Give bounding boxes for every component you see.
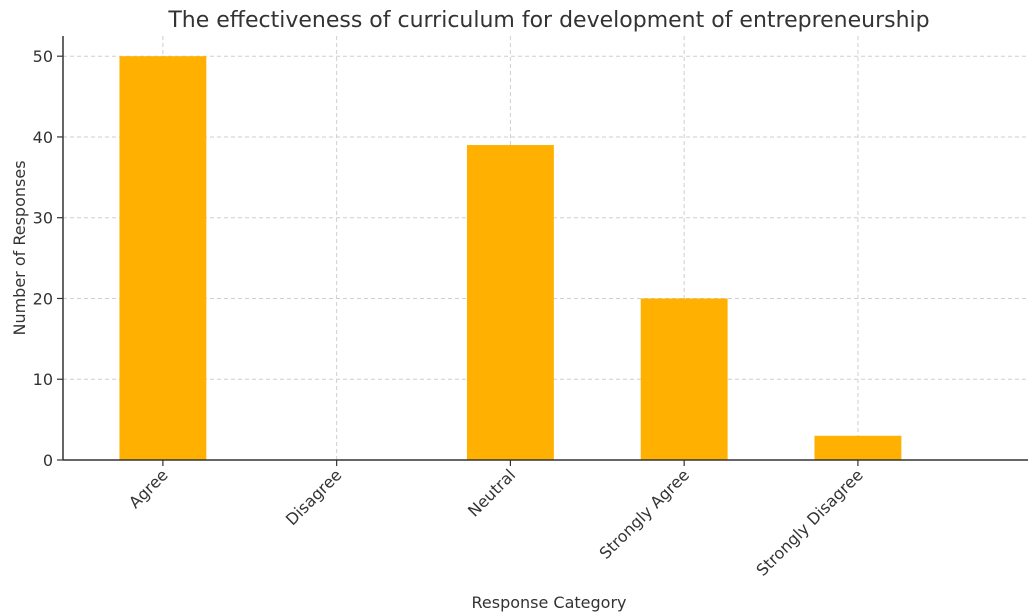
y-tick-label: 30 — [33, 209, 53, 228]
y-tick-label: 0 — [43, 451, 53, 470]
x-tick-label: Agree — [125, 465, 172, 512]
y-tick-label: 50 — [33, 47, 53, 66]
y-tick-label: 20 — [33, 289, 53, 308]
x-tick-label: Strongly Agree — [596, 465, 693, 562]
bar-strongly-disagree — [814, 435, 902, 460]
bar-strongly-agree — [640, 298, 728, 460]
y-tick-label: 40 — [33, 128, 53, 147]
y-tick-label: 10 — [33, 370, 53, 389]
y-axis-label: Number of Responses — [10, 160, 29, 335]
x-tick-label: Disagree — [282, 465, 346, 529]
x-tick-label: Neutral — [464, 465, 519, 520]
x-tick-label: Strongly Disagree — [752, 465, 866, 579]
chart-title: The effectiveness of curriculum for deve… — [167, 8, 929, 33]
bar-neutral — [466, 145, 554, 460]
bar-agree — [119, 56, 207, 460]
bar-layer — [119, 56, 902, 460]
x-axis-label: Response Category — [471, 593, 626, 612]
